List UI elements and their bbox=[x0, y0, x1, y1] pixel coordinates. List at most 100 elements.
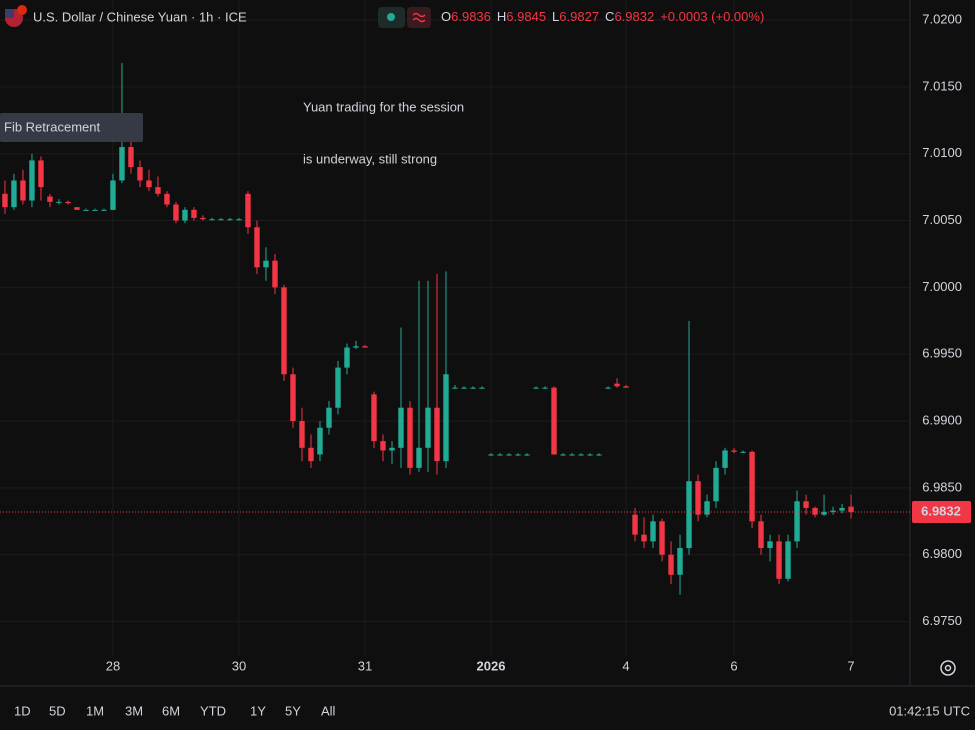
annotation-line: is underway, still strong bbox=[303, 151, 437, 166]
candle-body bbox=[623, 386, 629, 388]
candle-body bbox=[803, 501, 809, 508]
range-button[interactable]: YTD bbox=[200, 703, 226, 718]
candle-body bbox=[722, 450, 728, 468]
candles bbox=[2, 62, 854, 595]
candle-body bbox=[209, 219, 215, 221]
candle-body bbox=[452, 387, 458, 389]
candle-body bbox=[677, 548, 683, 575]
candle-body bbox=[659, 521, 665, 555]
drawing-label: Fib Retracement bbox=[4, 119, 100, 134]
candle-body bbox=[236, 219, 242, 221]
candle-body bbox=[299, 421, 305, 448]
candle-body bbox=[425, 407, 431, 448]
candle-body bbox=[182, 209, 188, 221]
x-tick-label: 6 bbox=[730, 658, 737, 673]
ohlc-key: H bbox=[497, 9, 506, 24]
candle-body bbox=[470, 387, 476, 389]
candle-body bbox=[101, 209, 107, 211]
range-button[interactable]: 5Y bbox=[285, 703, 301, 718]
ohlc-key: L bbox=[552, 9, 559, 24]
candle-body bbox=[47, 196, 53, 202]
candle-body bbox=[20, 180, 26, 201]
ohlc-legend: O6.9836 H6.9845 L6.9827 C6.9832 +0.0003 (+0.… bbox=[441, 9, 764, 24]
candle-body bbox=[650, 521, 656, 542]
candle-body bbox=[119, 147, 125, 181]
candle-body bbox=[83, 209, 89, 211]
range-button[interactable]: 5D bbox=[49, 703, 66, 718]
range-button[interactable]: 3M bbox=[125, 703, 143, 718]
ohlc-value: 6.9845 bbox=[506, 9, 546, 24]
candle-body bbox=[137, 167, 143, 181]
y-tick-label: 6.9950 bbox=[922, 346, 962, 361]
candle-body bbox=[227, 219, 233, 221]
candle-body bbox=[65, 201, 71, 204]
candle-body bbox=[731, 450, 737, 452]
candle-body bbox=[488, 454, 494, 456]
candle-body bbox=[524, 454, 530, 456]
candle-body bbox=[389, 447, 395, 451]
candle-body bbox=[821, 511, 827, 515]
x-tick-label: 30 bbox=[232, 658, 246, 673]
candle-body bbox=[308, 447, 314, 462]
candle-body bbox=[461, 387, 467, 389]
settings-icon[interactable] bbox=[940, 660, 956, 676]
range-button[interactable]: 1D bbox=[14, 703, 31, 718]
candle-body bbox=[326, 407, 332, 428]
candle-body bbox=[632, 514, 638, 535]
candle-body bbox=[38, 160, 44, 188]
candle-body bbox=[605, 387, 611, 389]
footer: 1D 5D 1M 3M 6M YTD 1Y 5Y All bbox=[14, 703, 336, 718]
x-tick-label: 28 bbox=[106, 658, 120, 673]
indicator-icon bbox=[412, 12, 426, 23]
candle-body bbox=[785, 541, 791, 579]
change: +0.0003 (+0.00%) bbox=[660, 9, 764, 24]
candle-body bbox=[407, 407, 413, 468]
y-tick-label: 7.0150 bbox=[922, 78, 962, 93]
candle-body bbox=[596, 454, 602, 456]
candle-body bbox=[416, 447, 422, 468]
flag-cny bbox=[17, 5, 27, 15]
candle-body bbox=[443, 374, 449, 462]
candle-body bbox=[29, 160, 35, 201]
candle-body bbox=[11, 180, 17, 208]
indicator-badge[interactable] bbox=[407, 7, 431, 28]
range-button[interactable]: All bbox=[321, 703, 336, 718]
candle-body bbox=[263, 260, 269, 268]
candle-body bbox=[686, 481, 692, 549]
candle-body bbox=[533, 387, 539, 389]
last-price-label: 6.9832 bbox=[921, 503, 961, 518]
candle-body bbox=[587, 454, 593, 456]
ohlc-value: 6.9836 bbox=[451, 9, 491, 24]
clock: 01:42:15 UTC bbox=[889, 703, 970, 718]
candle-body bbox=[191, 209, 197, 218]
candle-body bbox=[146, 180, 152, 188]
annotation-line: Yuan trading for the session bbox=[303, 99, 464, 114]
ohlc-value: 6.9827 bbox=[559, 9, 599, 24]
ohlc-value: 6.9832 bbox=[614, 9, 654, 24]
candle-body bbox=[848, 506, 854, 512]
candle-body bbox=[569, 454, 575, 456]
candle-body bbox=[506, 454, 512, 456]
candle-body bbox=[380, 441, 386, 451]
candle-body bbox=[668, 554, 674, 575]
x-tick-label: 2026 bbox=[477, 658, 506, 673]
y-tick-label: 6.9800 bbox=[922, 546, 962, 561]
candle-body bbox=[317, 427, 323, 455]
candle-body bbox=[713, 467, 719, 502]
y-tick-label: 7.0100 bbox=[922, 145, 962, 160]
candle-body bbox=[254, 227, 260, 268]
grid bbox=[0, 0, 910, 655]
candle-body bbox=[281, 287, 287, 375]
candle-body bbox=[272, 260, 278, 288]
range-button[interactable]: 1M bbox=[86, 703, 104, 718]
candle-body bbox=[218, 219, 224, 221]
candle-body bbox=[398, 407, 404, 448]
candle-body bbox=[695, 481, 701, 515]
ohlc-key: O bbox=[441, 9, 451, 24]
drawing-label-box[interactable] bbox=[0, 113, 143, 142]
range-button[interactable]: 1Y bbox=[250, 703, 266, 718]
range-button[interactable]: 6M bbox=[162, 703, 180, 718]
candle-body bbox=[758, 521, 764, 549]
symbol-title: U.S. Dollar / Chinese Yuan · 1h · ICE bbox=[33, 9, 247, 24]
